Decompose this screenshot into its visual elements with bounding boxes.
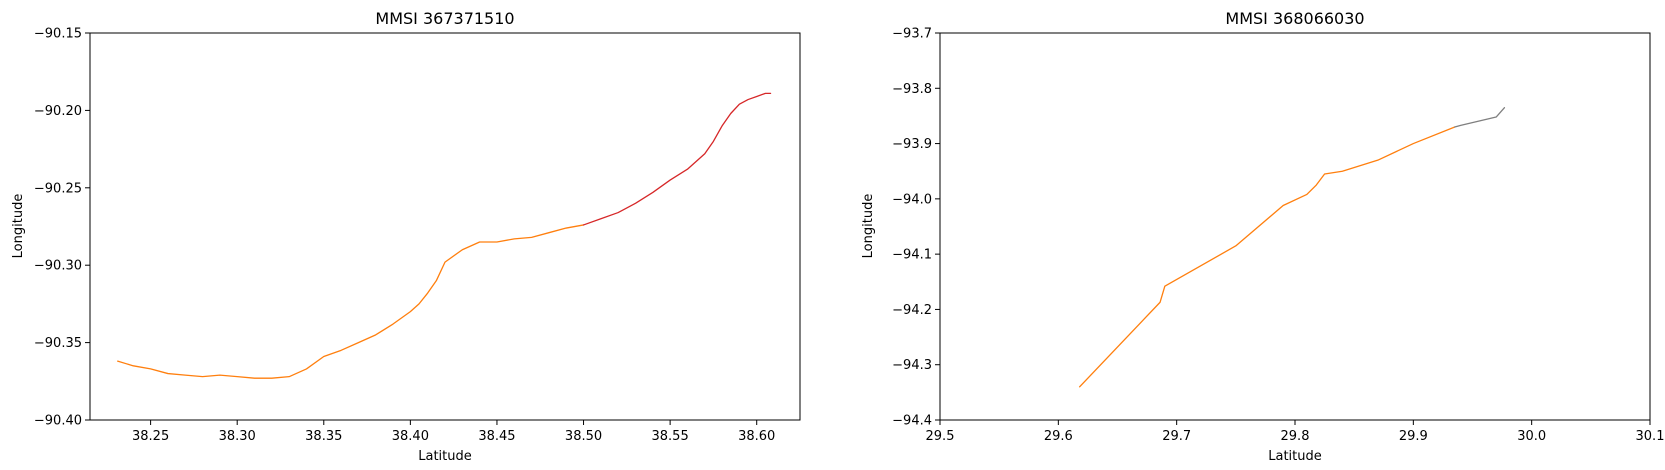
x-tick-label: 29.5 (926, 429, 955, 444)
series-line-1 (1454, 106, 1506, 128)
y-axis-ticks: −90.40 −90.35 −90.30 −90.25 −90.20 −90.15 (34, 27, 90, 429)
y-tick-label: −93.9 (892, 137, 932, 152)
subplot-mmsi-367371510: 38.25 38.30 38.35 38.40 38.45 38.50 38.55 38.60… (11, 9, 801, 464)
chart-title: MMSI 368066030 (1225, 9, 1364, 28)
x-axis-ticks: 29.5 29.6 29.7 29.8 29.9 30.0 30.1 (926, 420, 1665, 444)
y-tick-label: −90.30 (34, 259, 82, 274)
x-tick-label: 38.55 (652, 429, 689, 444)
x-tick-label: 38.25 (132, 429, 169, 444)
series-line-0 (117, 224, 585, 379)
y-tick-label: −93.7 (892, 27, 932, 42)
y-axis-ticks: −94.4 −94.3 −94.2 −94.1 −94.0 −93.9 −93.8 −93.7 (892, 27, 940, 429)
x-tick-label: 38.50 (565, 429, 602, 444)
chart-title: MMSI 367371510 (375, 9, 514, 28)
plot-area (940, 33, 1650, 420)
y-tick-label: −90.25 (34, 181, 82, 196)
y-tick-label: −94.4 (892, 414, 932, 429)
x-tick-label: 38.35 (305, 429, 342, 444)
track-lines (1078, 106, 1506, 388)
y-tick-label: −94.1 (892, 248, 932, 263)
x-axis-label: Latitude (1268, 449, 1322, 464)
y-tick-label: −90.40 (34, 414, 82, 429)
y-tick-label: −94.0 (892, 192, 932, 207)
x-tick-label: 29.8 (1281, 429, 1310, 444)
subplot-mmsi-368066030: 29.5 29.6 29.7 29.8 29.9 30.0 30.1 −94.4−94.3−… (861, 9, 1664, 464)
y-axis-label: Longitude (11, 194, 26, 259)
x-tick-label: 38.40 (392, 429, 429, 444)
x-axis-ticks: 38.25 38.30 38.35 38.40 38.45 38.50 38.55 38.60 (132, 420, 775, 444)
y-axis-label: Longitude (861, 194, 876, 259)
x-tick-label: 38.30 (219, 429, 256, 444)
axes-frame (939, 32, 1651, 421)
axes-frame (89, 32, 801, 421)
y-tick-label: −93.8 (892, 82, 932, 97)
track-lines (117, 92, 772, 379)
x-tick-label: 29.7 (1162, 429, 1191, 444)
series-line-1 (582, 92, 772, 226)
x-tick-label: 30.1 (1636, 429, 1665, 444)
x-axis-label: Latitude (418, 449, 472, 464)
y-tick-label: −90.20 (34, 104, 82, 119)
plot-area (90, 33, 800, 420)
y-tick-label: −94.2 (892, 303, 932, 318)
x-tick-label: 38.60 (738, 429, 775, 444)
series-line-0 (1078, 126, 1456, 388)
y-tick-label: −90.15 (34, 27, 82, 42)
x-tick-label: 29.6 (1044, 429, 1073, 444)
x-tick-label: 38.45 (478, 429, 515, 444)
x-tick-label: 30.0 (1517, 429, 1546, 444)
y-tick-label: −90.35 (34, 336, 82, 351)
y-tick-label: −94.3 (892, 358, 932, 373)
x-tick-label: 29.9 (1399, 429, 1428, 444)
